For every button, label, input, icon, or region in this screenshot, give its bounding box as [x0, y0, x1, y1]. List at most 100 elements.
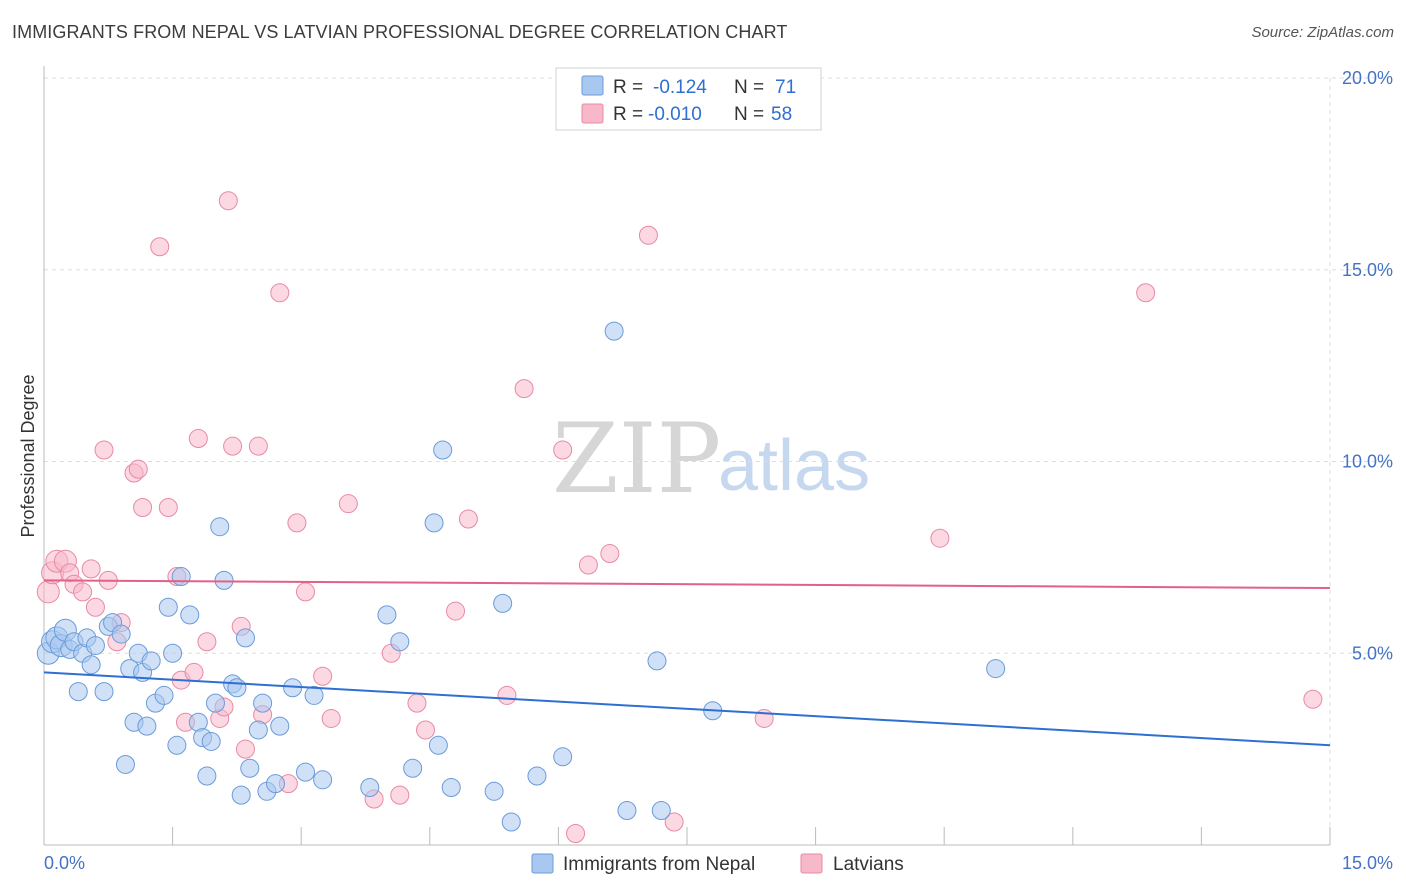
source-label: Source: ZipAtlas.com: [1251, 24, 1394, 41]
legend-n-value-nepal: 71: [775, 77, 796, 98]
nepal-point-36: [214, 570, 234, 590]
latvians-point-43: [416, 720, 436, 740]
bottom-legend-swatch-latvians: [800, 853, 823, 874]
nepal-point-60: [493, 593, 513, 613]
nepal-point-41: [240, 758, 260, 778]
trend-lines: [43, 579, 1331, 747]
nepal-point-32: [197, 766, 217, 786]
legend-r-label-latvians: R =: [613, 104, 643, 125]
latvians-point-6: [73, 582, 93, 602]
latvians-point-47: [514, 379, 534, 399]
latvians-point-7: [81, 559, 101, 579]
nepal-point-34: [205, 693, 225, 713]
nepal-point-40: [235, 628, 255, 648]
nepal-point-52: [377, 605, 397, 625]
nepal-point-51: [360, 777, 380, 797]
latvians-point-30: [248, 436, 268, 456]
latvians-point-9: [94, 440, 114, 460]
nepal-point-59: [484, 781, 504, 801]
nepal-point-35: [210, 517, 230, 537]
legend-swatch-nepal: [581, 75, 604, 96]
nepal-point-58: [441, 777, 461, 797]
latvians-point-50: [578, 555, 598, 575]
nepal-point-16: [115, 754, 135, 774]
latvians-point-27: [223, 436, 243, 456]
nepal-point-24: [154, 685, 174, 705]
nepal-point-48: [295, 762, 315, 782]
latvians-point-37: [321, 708, 341, 728]
nepal-point-66: [651, 800, 671, 820]
latvians-point-53: [664, 812, 684, 832]
legend-r-value-nepal: -0.124: [653, 77, 707, 98]
latvians-point-55: [930, 528, 950, 548]
latvians-point-36: [313, 666, 333, 686]
legend-n-value-latvians: 58: [771, 104, 792, 125]
latvians-point-21: [184, 662, 204, 682]
nepal-point-67: [647, 651, 667, 671]
nepal-point-63: [553, 747, 573, 767]
latvians-point-46: [497, 685, 517, 705]
latvians-point-52: [638, 225, 658, 245]
nepal-point-12: [94, 682, 114, 702]
nepal-point-15: [111, 624, 131, 644]
nepal-point-54: [403, 758, 423, 778]
latvians-point-41: [390, 785, 410, 805]
nepal-point-27: [167, 735, 187, 755]
nepal-point-43: [253, 693, 273, 713]
nepal-point-7: [68, 682, 88, 702]
nepal-points: [36, 321, 1006, 832]
nepal-point-65: [617, 800, 637, 820]
nepal-point-38: [227, 678, 247, 698]
x-tick-label-0: 0.0%: [44, 853, 85, 873]
latvians-point-0: [36, 580, 60, 604]
x-tick-label-1: 15.0%: [1342, 853, 1393, 873]
nepal-point-53: [390, 632, 410, 652]
latvians-point-34: [287, 513, 307, 533]
latvians-point-51: [600, 544, 620, 564]
x-tick-labels: 0.0% 15.0%: [44, 853, 1393, 873]
y-tick-label-3: 20.0%: [1342, 68, 1393, 88]
latvians-point-26: [218, 191, 238, 211]
legend-r-value-latvians: -0.010: [648, 104, 702, 125]
legend-swatch-latvians: [581, 103, 604, 124]
nepal-point-26: [163, 643, 183, 663]
nepal-point-62: [527, 766, 547, 786]
nepal-point-50: [313, 770, 333, 790]
bottom-legend-label-latvians: Latvians: [833, 854, 904, 875]
latvians-point-15: [133, 498, 153, 518]
watermark-zip: ZIP: [552, 403, 721, 515]
latvians-point-29: [235, 739, 255, 759]
latvians-trend-line: [43, 579, 1331, 590]
watermark-atlas: atlas: [718, 426, 870, 506]
nepal-point-22: [141, 651, 161, 671]
latvians-point-42: [407, 693, 427, 713]
nepal-point-69: [986, 659, 1006, 679]
nepal-point-55: [424, 513, 444, 533]
latvians-point-45: [458, 509, 478, 529]
chart-title: IMMIGRANTS FROM NEPAL VS LATVIAN PROFESS…: [12, 22, 788, 42]
latvians-point-8: [85, 597, 105, 617]
nepal-point-39: [231, 785, 251, 805]
nepal-point-42: [248, 720, 268, 740]
legend-n-label-latvians: N =: [734, 104, 764, 125]
nepal-point-61: [501, 812, 521, 832]
latvians-point-22: [188, 428, 208, 448]
nepal-point-45: [265, 774, 285, 794]
nepal-point-57: [428, 735, 448, 755]
nepal-point-10: [81, 655, 101, 675]
legend-r-label-nepal: R =: [613, 77, 643, 98]
nepal-point-28: [171, 567, 191, 587]
latvians-point-48: [553, 440, 573, 460]
latvians-point-32: [270, 283, 290, 303]
nepal-point-11: [85, 636, 105, 656]
latvians-point-44: [446, 601, 466, 621]
legend-n-label-nepal: N =: [734, 77, 764, 98]
latvians-point-49: [566, 823, 586, 843]
latvians-point-17: [158, 498, 178, 518]
y-tick-labels: 5.0% 10.0% 15.0% 20.0%: [1342, 68, 1393, 663]
nepal-point-56: [433, 440, 453, 460]
nepal-point-33: [201, 731, 221, 751]
latvians-point-16: [150, 237, 170, 257]
y-tick-label-0: 5.0%: [1352, 643, 1393, 663]
